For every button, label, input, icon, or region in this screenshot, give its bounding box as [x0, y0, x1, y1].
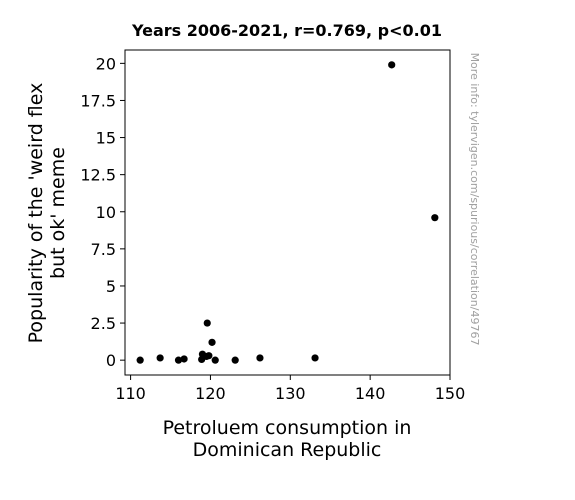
scatter-point: [256, 354, 264, 362]
scatter-point: [208, 338, 216, 346]
scatter-point: [156, 354, 164, 362]
scatter-point: [203, 319, 211, 327]
scatter-point: [180, 355, 188, 363]
x-tick-label: 120: [195, 384, 226, 403]
y-tick-label: 7.5: [91, 240, 116, 259]
x-axis-label-line-1: Petroluem consumption in: [163, 417, 412, 439]
x-axis-label-line-2: Dominican Republic: [193, 439, 382, 461]
scatter-point: [431, 214, 439, 222]
y-tick-label: 12.5: [80, 166, 116, 185]
scatter-point: [231, 356, 239, 364]
watermark-source: More info: tylervigen.com/spurious/corre…: [468, 53, 481, 346]
y-tick-label: 2.5: [91, 314, 116, 333]
y-tick-label: 17.5: [80, 91, 116, 110]
x-axis: 110 120 130 140 150: [115, 375, 465, 403]
x-tick-label: 140: [355, 384, 386, 403]
plot-area-frame: [124, 49, 451, 376]
y-axis: 0 2.5 5 7.5 10 12.5 15 17.5 20: [80, 54, 125, 370]
scatter-point: [174, 356, 183, 364]
scatter-point: [211, 356, 219, 364]
scatter-point: [388, 61, 396, 69]
x-tick-label: 150: [435, 384, 466, 403]
scatter-point: [311, 354, 319, 362]
y-tick-label: 0: [106, 351, 116, 370]
y-axis-label-line-2: but ok' meme: [47, 147, 69, 279]
y-tick-label: 10: [96, 203, 116, 222]
x-tick-label: 110: [115, 384, 146, 403]
chart-title: Years 2006-2021, r=0.769, p<0.01: [131, 21, 442, 40]
y-tick-label: 15: [96, 129, 116, 148]
x-tick-label: 130: [275, 384, 306, 403]
y-tick-label: 20: [96, 54, 116, 73]
data-points: [136, 61, 439, 364]
scatter-point: [205, 352, 213, 360]
y-axis-label-line-1: Popularity of the 'weird flex: [25, 83, 47, 344]
y-tick-label: 5: [106, 277, 116, 296]
scatter-point: [136, 356, 144, 364]
